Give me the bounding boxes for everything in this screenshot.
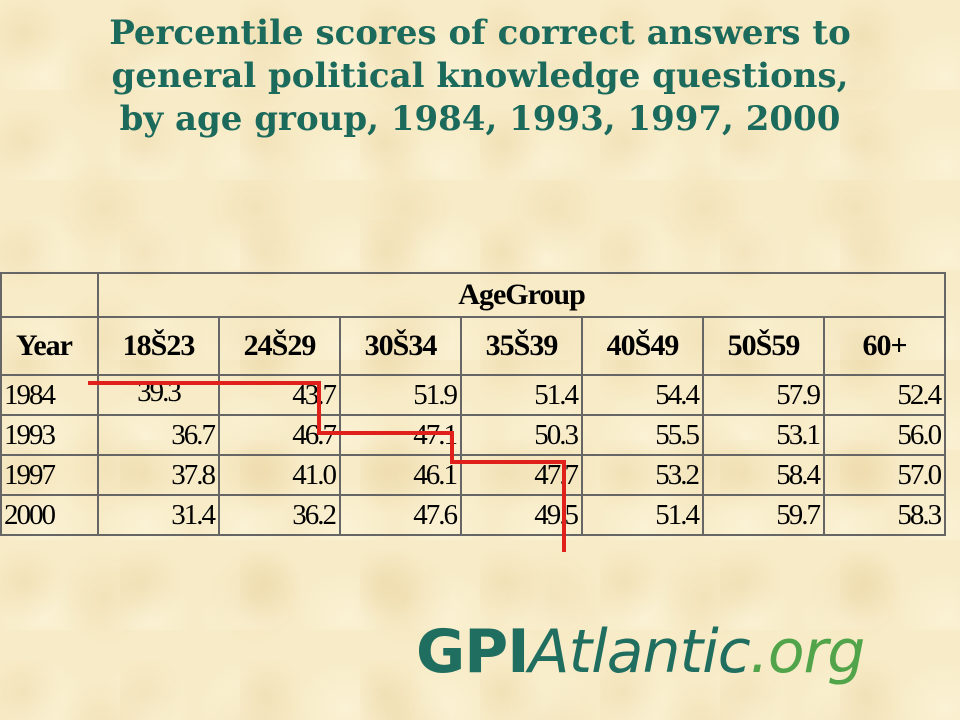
table-cell: 58.4 [702, 454, 825, 496]
table-cell: 56.0 [822, 414, 947, 456]
header-corner-cell [0, 272, 99, 318]
year-column-header: Year [0, 316, 99, 376]
slide-title-line-2: general political knowledge questions, [111, 56, 849, 96]
table-cell: 47.6 [339, 494, 462, 536]
table-cell: 53.1 [702, 414, 825, 456]
age-group-header: AgeGroup [96, 272, 947, 318]
table-cell: 37.8 [97, 454, 220, 496]
table-header-columns-row: Year 18Š23 24Š29 30Š34 35Š39 40Š49 50Š59… [0, 316, 947, 376]
column-header-60-plus: 60+ [822, 316, 947, 376]
table-cell: 31.4 [97, 494, 220, 536]
logo-org-text: .org [749, 617, 866, 687]
gpi-atlantic-logo: GPIAtlantic.org [416, 622, 865, 682]
red-step-line [88, 381, 566, 552]
table-row-1984: 1984 39.3 43.7 51.9 51.4 54.4 57.9 52.4 [0, 374, 947, 416]
column-header-24-29: 24Š29 [218, 316, 341, 376]
table-cell: 36.2 [218, 494, 341, 536]
logo-atlantic-text: Atlantic [528, 617, 751, 687]
column-header-30-34: 30Š34 [339, 316, 462, 376]
row-year-cell: 1984 [0, 374, 99, 416]
table-cell: 57.9 [702, 374, 825, 416]
table-cell: 55.5 [581, 414, 704, 456]
knowledge-scores-table: AgeGroup Year 18Š23 24Š29 30Š34 35Š39 40… [0, 272, 947, 536]
slide-title: Percentile scores of correct answers to … [20, 12, 940, 141]
table-cell: 59.7 [702, 494, 825, 536]
slide-title-line-1: Percentile scores of correct answers to [109, 13, 851, 53]
row-year-cell: 2000 [0, 494, 99, 536]
table-cell: 52.4 [822, 374, 947, 416]
row-year-cell: 1993 [0, 414, 99, 456]
table-cell: 41.0 [218, 454, 341, 496]
table-cell: 57.0 [822, 454, 947, 496]
table-cell: 54.4 [581, 374, 704, 416]
table-cell: 51.4 [460, 374, 583, 416]
table-row-1997: 1997 37.8 41.0 46.1 47.7 53.2 58.4 57.0 [0, 454, 947, 496]
table-row-1993: 1993 36.7 46.7 47.1 50.3 55.5 53.1 56.0 [0, 414, 947, 456]
table-cell: 51.4 [581, 494, 704, 536]
table-cell: 36.7 [97, 414, 220, 456]
column-header-35-39: 35Š39 [460, 316, 583, 376]
table-cell: 46.1 [339, 454, 462, 496]
table-header-age-group-row: AgeGroup [0, 272, 947, 318]
table-cell: 53.2 [581, 454, 704, 496]
table-cell: 58.3 [822, 494, 947, 536]
table-cell: 51.9 [339, 374, 462, 416]
row-year-cell: 1997 [0, 454, 99, 496]
column-header-50-59: 50Š59 [702, 316, 825, 376]
slide-title-line-3: by age group, 1984, 1993, 1997, 2000 [119, 99, 841, 139]
column-header-18-23: 18Š23 [97, 316, 220, 376]
logo-gpi-text: GPI [416, 617, 530, 687]
column-header-40-49: 40Š49 [581, 316, 704, 376]
table-cell: 50.3 [460, 414, 583, 456]
